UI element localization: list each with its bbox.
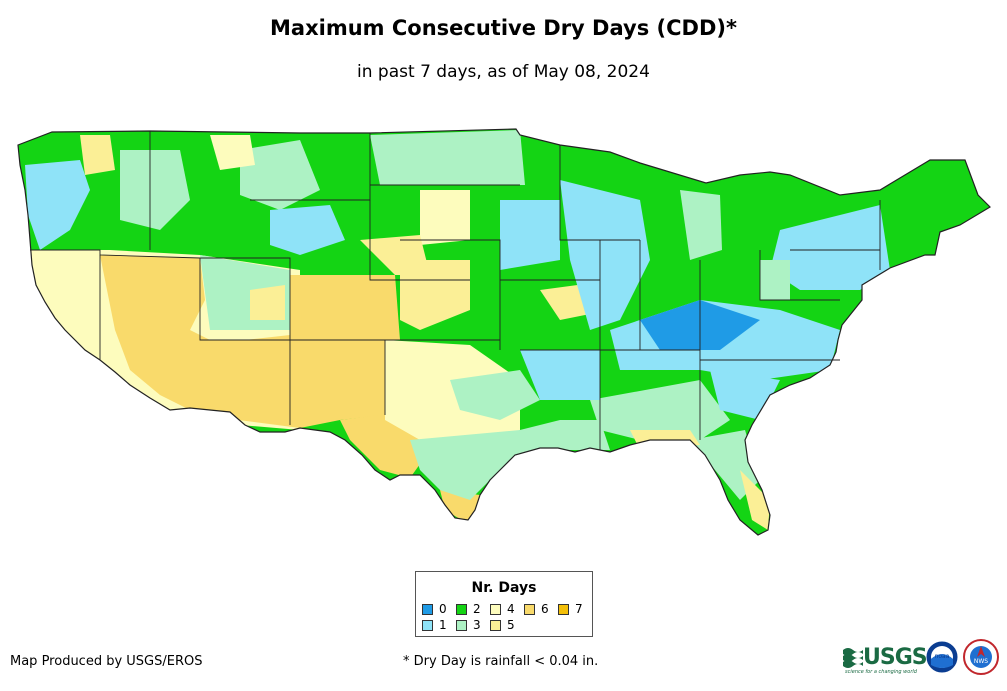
legend: Nr. Days 0 1 2 3 4 5 6 7 <box>415 571 593 637</box>
legend-item-5: 5 <box>490 618 515 632</box>
legend-label-0: 0 <box>439 602 447 616</box>
footnote-text: * Dry Day is rainfall < 0.04 in. <box>403 654 599 669</box>
legend-item-0: 0 <box>422 602 447 616</box>
legend-label-7: 7 <box>575 602 583 616</box>
legend-swatch-3 <box>456 619 467 631</box>
legend-item-4: 4 <box>490 602 515 616</box>
legend-label-3: 3 <box>473 618 481 632</box>
usgs-logo: USGS science for a changing world <box>843 642 928 675</box>
legend-item-2: 2 <box>456 602 481 616</box>
noaa-logo-text: noaa <box>935 653 950 660</box>
usgs-wave-icon <box>843 648 863 668</box>
legend-title: Nr. Days <box>471 580 537 596</box>
credit-text: Map Produced by USGS/EROS <box>10 654 203 669</box>
map-title: Maximum Consecutive Dry Days (CDD)* <box>270 16 737 40</box>
legend-swatch-1 <box>422 619 433 631</box>
legend-swatch-5 <box>490 619 501 631</box>
legend-swatch-0 <box>422 603 433 615</box>
usgs-logo-text: USGS <box>863 644 928 670</box>
usgs-tagline: science for a changing world <box>845 669 917 675</box>
nws-logo-text: NWS <box>974 658 988 665</box>
legend-item-1: 1 <box>422 618 447 632</box>
legend-swatch-7 <box>558 603 569 615</box>
map-subtitle: in past 7 days, as of May 08, 2024 <box>357 62 650 82</box>
legend-label-4: 4 <box>507 602 515 616</box>
legend-item-3: 3 <box>456 618 481 632</box>
legend-swatch-6 <box>524 603 535 615</box>
legend-item-7: 7 <box>558 602 583 616</box>
noaa-logo: noaa <box>926 641 958 673</box>
legend-swatch-4 <box>490 603 501 615</box>
legend-label-5: 5 <box>507 618 515 632</box>
legend-item-6: 6 <box>524 602 549 616</box>
legend-swatch-2 <box>456 603 467 615</box>
legend-label-6: 6 <box>541 602 549 616</box>
legend-label-1: 1 <box>439 618 447 632</box>
legend-label-2: 2 <box>473 602 481 616</box>
nws-logo: NWS <box>963 639 999 675</box>
